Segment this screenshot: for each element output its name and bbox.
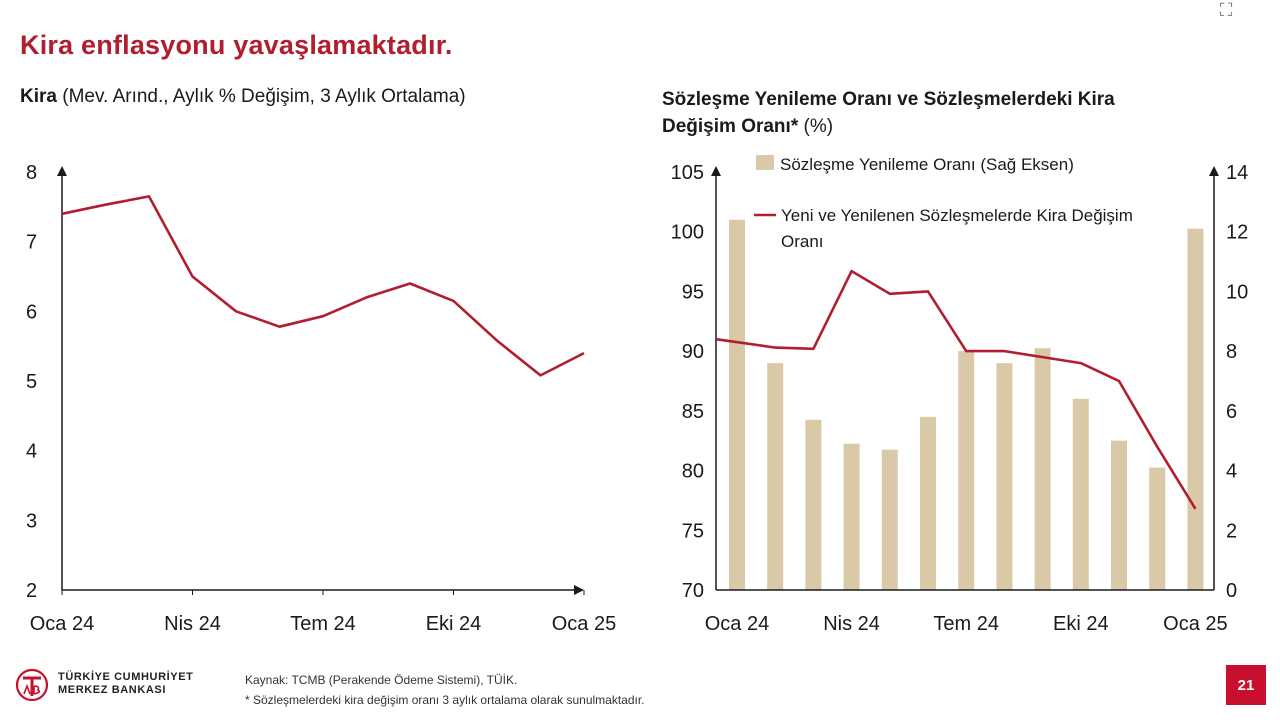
expand-icon[interactable]: ⛶ bbox=[1219, 0, 1233, 20]
left-chart-title-rest: (Mev. Arınd., Aylık % Değişim, 3 Aylık O… bbox=[56, 86, 466, 107]
y-tick-label: 3 bbox=[26, 510, 37, 532]
x-tick-label: Oca 25 bbox=[552, 613, 616, 635]
asterisk-note: * Sözleşmelerdeki kira değişim oranı 3 a… bbox=[245, 693, 645, 707]
left-chart-title-bold: Kira bbox=[20, 86, 57, 107]
left-y-tick-label: 90 bbox=[682, 341, 704, 363]
left-y-tick-label: 80 bbox=[682, 461, 704, 483]
renewal-bar bbox=[1111, 440, 1127, 590]
right-y-tick-label: 8 bbox=[1226, 341, 1237, 363]
renewal-bar bbox=[1072, 398, 1089, 590]
left-chart-title: Kira (Mev. Arınd., Aylık % Değişim, 3 Ay… bbox=[20, 86, 466, 108]
renewal-bar bbox=[1149, 467, 1166, 590]
renewal-bar bbox=[1187, 228, 1204, 590]
x-tick-label: Tem 24 bbox=[933, 613, 999, 635]
renewal-bar bbox=[767, 363, 784, 590]
left-y-tick-label: 105 bbox=[671, 162, 704, 184]
left-y-axis-arrow-icon bbox=[711, 166, 721, 176]
footnote: Kaynak: TCMB (Perakende Ödeme Sistemi), … bbox=[245, 670, 645, 710]
renewal-bar bbox=[805, 419, 822, 590]
legend-line-label-2: Oranı bbox=[781, 232, 824, 251]
legend-bar-swatch bbox=[756, 155, 774, 170]
logo-line2: MERKEZ BANKASI bbox=[58, 684, 167, 696]
source-note: Kaynak: TCMB (Perakende Ödeme Sistemi), … bbox=[245, 673, 518, 687]
y-axis-arrow-icon bbox=[57, 166, 67, 176]
right-y-tick-label: 2 bbox=[1226, 520, 1237, 542]
x-tick-label: Tem 24 bbox=[290, 613, 356, 635]
page-number: 21 bbox=[1226, 665, 1266, 705]
logo-line1: TÜRKİYE CUMHURİYET bbox=[58, 671, 194, 683]
x-tick-label: Oca 24 bbox=[30, 613, 94, 635]
y-tick-label: 4 bbox=[26, 441, 37, 463]
rent-line-chart: 2 3 4 5 6 7 8 Oca 24 Nis 24 Tem 24 Eki 24 Oca 25 bbox=[26, 162, 616, 635]
x-axis-arrow-icon bbox=[574, 585, 584, 595]
x-tick-label: Nis 24 bbox=[164, 613, 221, 635]
renewal-bar bbox=[920, 416, 936, 590]
left-y-tick-label: 95 bbox=[682, 281, 704, 303]
slide-title: Kira enflasyonu yavaşlamaktadır. bbox=[20, 30, 453, 60]
renewal-bar bbox=[729, 219, 745, 591]
right-y-tick-label: 10 bbox=[1226, 281, 1248, 303]
right-y-axis-arrow-icon bbox=[1209, 166, 1219, 176]
legend-bar-label: Sözleşme Yenileme Oranı (Sağ Eksen) bbox=[780, 155, 1074, 174]
left-y-tick-label: 70 bbox=[682, 580, 704, 602]
cbrt-emblem-icon bbox=[15, 668, 49, 702]
renewal-bar bbox=[958, 351, 975, 590]
x-tick-label: Eki 24 bbox=[1053, 613, 1109, 635]
cbrt-logo: TÜRKİYE CUMHURİYET MERKEZ BANKASI bbox=[12, 664, 193, 704]
y-tick-label: 2 bbox=[26, 580, 37, 602]
renewal-bar-line-chart: 70 75 80 85 90 95 100 105 0 2 4 6 8 10 12 14 Oca 24 Nis 2… bbox=[671, 155, 1248, 635]
rent-change-series-line bbox=[715, 269, 1197, 510]
right-y-tick-label: 14 bbox=[1226, 162, 1248, 184]
right-y-tick-label: 0 bbox=[1226, 580, 1237, 602]
x-tick-label: Nis 24 bbox=[823, 613, 880, 635]
left-y-tick-label: 85 bbox=[682, 401, 704, 423]
left-y-tick-label: 75 bbox=[682, 520, 704, 542]
right-y-tick-label: 6 bbox=[1226, 401, 1237, 423]
right-chart-title-line2-rest: (%) bbox=[798, 116, 834, 137]
right-y-tick-label: 12 bbox=[1226, 222, 1248, 244]
renewal-bar bbox=[881, 449, 898, 590]
renewal-bar bbox=[843, 443, 860, 590]
rent-series-line bbox=[61, 195, 585, 377]
x-tick-label: Oca 25 bbox=[1163, 613, 1227, 635]
y-tick-label: 5 bbox=[26, 371, 37, 393]
y-tick-label: 7 bbox=[26, 232, 37, 254]
right-chart-title: Sözleşme Yenileme Oranı ve Sözleşmelerde… bbox=[662, 86, 1115, 140]
renewal-bar bbox=[996, 363, 1013, 590]
right-chart-title-line2-bold: Değişim Oranı* bbox=[662, 116, 799, 137]
right-y-tick-label: 4 bbox=[1226, 461, 1237, 483]
left-y-tick-label: 100 bbox=[671, 222, 704, 244]
right-chart-title-line1: Sözleşme Yenileme Oranı ve Sözleşmelerde… bbox=[662, 89, 1115, 110]
y-tick-label: 8 bbox=[26, 162, 37, 184]
renewal-bar bbox=[1034, 348, 1051, 590]
x-tick-label: Eki 24 bbox=[426, 613, 482, 635]
x-tick-label: Oca 24 bbox=[705, 613, 769, 635]
legend-line-label-1: Yeni ve Yenilenen Sözleşmelerde Kira Değ… bbox=[781, 206, 1133, 225]
y-tick-label: 6 bbox=[26, 301, 37, 323]
